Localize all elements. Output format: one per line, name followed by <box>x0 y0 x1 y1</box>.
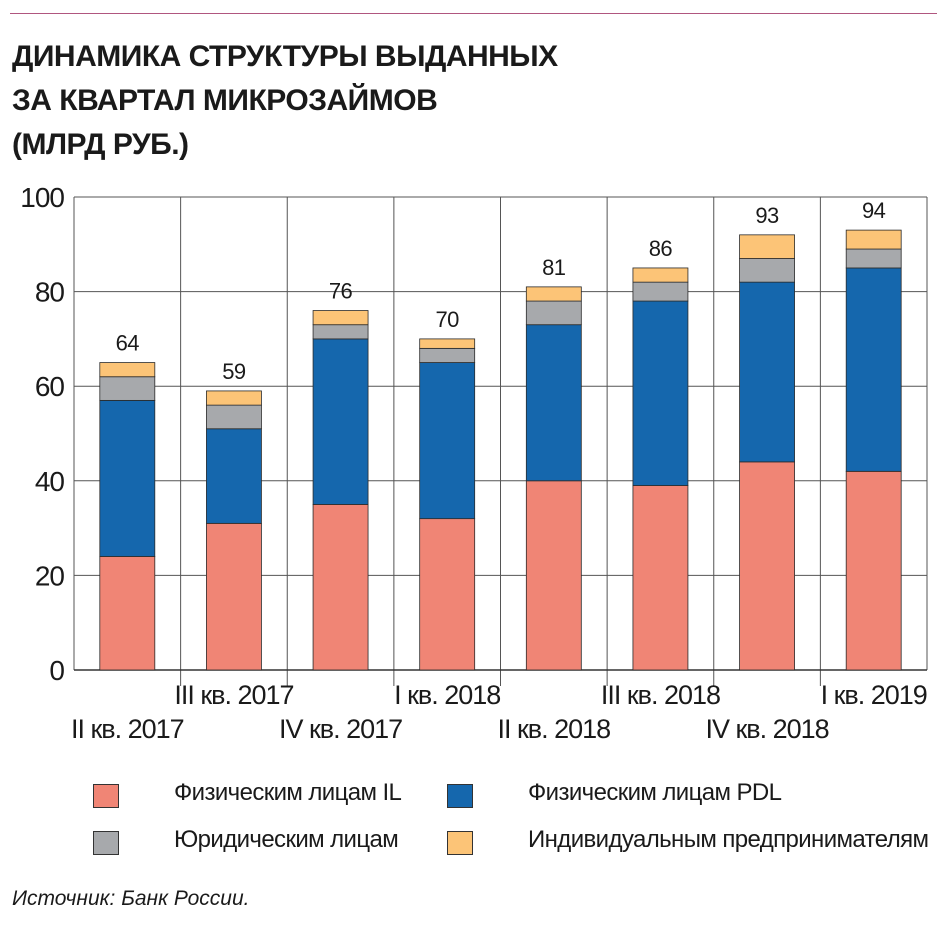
bar-segment-legal <box>845 248 902 269</box>
bar-segment-ip <box>312 310 369 326</box>
chart-title-line: (МЛРД РУБ.) <box>12 128 189 161</box>
x-tick-label: IV кв. 2018 <box>705 714 828 744</box>
bar-segment-il <box>525 480 582 671</box>
bar-segment-legal <box>206 404 262 430</box>
bar-segment-legal <box>632 281 689 302</box>
legend-swatch-legal <box>93 831 119 855</box>
y-tick-label: 60 <box>35 371 65 402</box>
x-tick-label: IV кв. 2017 <box>279 714 402 744</box>
bar-total-label: 94 <box>862 198 886 223</box>
x-tick-label: I кв. 2018 <box>394 680 500 710</box>
bar-segment-ip <box>206 390 262 406</box>
bar-segment-pdl <box>632 300 689 486</box>
y-tick-label: 0 <box>49 655 64 686</box>
legend-label: Индивидуальным предпринимателям <box>528 826 929 853</box>
bar-segment-legal <box>419 347 476 363</box>
bar-segment-legal <box>312 324 369 340</box>
bar-segment-pdl <box>739 281 795 463</box>
x-tick-label: I кв. 2019 <box>821 680 927 710</box>
bar-segment-pdl <box>845 267 902 472</box>
x-tick-label: III кв. 2017 <box>174 680 293 710</box>
bar-segment-il <box>632 485 689 671</box>
bar-segment-ip <box>632 267 689 283</box>
bar-segment-pdl <box>99 399 156 557</box>
x-tick-label: II кв. 2017 <box>71 714 184 744</box>
bar-segment-pdl <box>206 428 262 524</box>
legend-label: Физическим лицам PDL <box>528 779 782 806</box>
bar-segment-pdl <box>312 338 369 505</box>
bar-segment-legal <box>99 376 156 401</box>
bar-total-label: 64 <box>116 331 140 356</box>
top-divider <box>10 13 937 14</box>
bar-segment-legal <box>525 300 582 326</box>
chart-title: ДИНАМИКА СТРУКТУРЫ ВЫДАННЫХ ЗА КВАРТАЛ М… <box>12 35 558 167</box>
bar-segment-il <box>739 461 795 671</box>
bar-segment-il <box>312 504 369 671</box>
bar-segment-il <box>845 470 902 671</box>
bar-total-label: 70 <box>435 307 459 332</box>
chart-title-line: ДИНАМИКА СТРУКТУРЫ ВЫДАННЫХ <box>12 40 558 73</box>
x-tick-label: III кв. 2018 <box>601 680 720 710</box>
x-tick-label: II кв. 2018 <box>497 714 610 744</box>
legend-label: Физическим лицам IL <box>174 779 402 806</box>
bar-segment-il <box>206 522 262 671</box>
bar-total-label: 76 <box>329 279 353 304</box>
bar-total-label: 81 <box>542 255 566 280</box>
bar-total-label: 93 <box>755 203 779 228</box>
bar-segment-ip <box>525 286 582 302</box>
legend-swatch-pdl <box>447 784 473 808</box>
bar-segment-ip <box>419 338 476 349</box>
bar-total-label: 59 <box>222 359 246 384</box>
bar-segment-legal <box>739 258 795 283</box>
bar-segment-ip <box>739 234 795 259</box>
y-tick-label: 20 <box>35 560 65 591</box>
legend-label: Юридическим лицам <box>174 826 399 853</box>
y-tick-label: 40 <box>35 466 65 497</box>
y-tick-label: 80 <box>35 277 65 308</box>
legend-swatch-il <box>93 784 119 808</box>
chart-title-line: ЗА КВАРТАЛ МИКРОЗАЙМОВ <box>12 84 438 117</box>
legend-swatch-ip <box>447 831 473 855</box>
bar-segment-pdl <box>525 324 582 482</box>
bar-segment-ip <box>99 362 156 378</box>
bar-segment-ip <box>845 229 902 250</box>
bar-segment-il <box>99 556 156 671</box>
bar-total-label: 86 <box>649 236 673 261</box>
source-note: Источник: Банк России. <box>12 887 250 910</box>
y-tick-label: 100 <box>20 182 64 213</box>
bar-segment-il <box>419 518 476 671</box>
bar-segment-pdl <box>419 362 476 520</box>
